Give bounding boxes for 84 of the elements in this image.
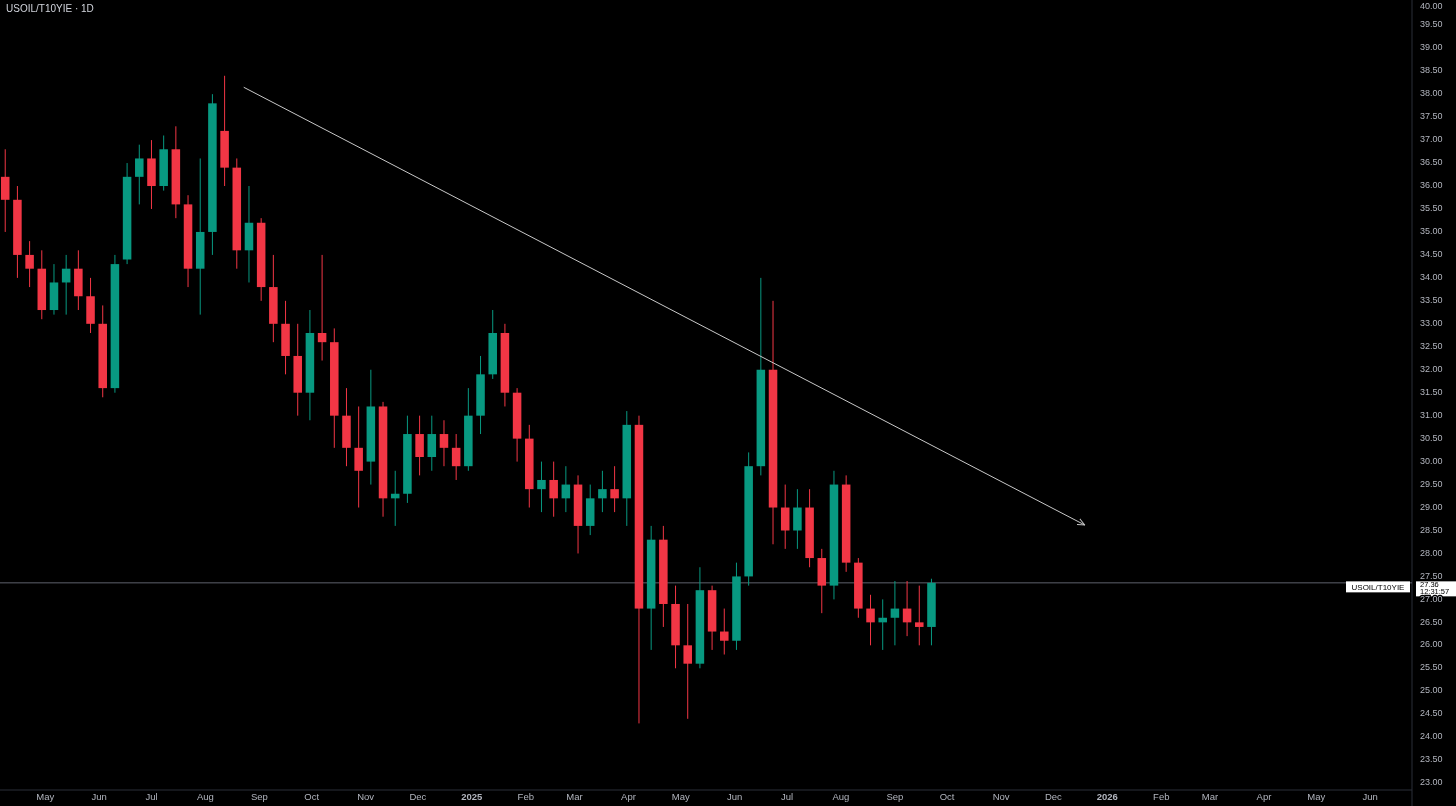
x-tick-label: Oct — [304, 791, 320, 802]
candlestick — [720, 608, 729, 656]
candlestick — [415, 415, 424, 476]
y-tick-label: 32.00 — [1420, 363, 1443, 374]
x-tick-label: May — [1307, 791, 1326, 802]
y-tick-label: 33.50 — [1420, 294, 1443, 305]
x-tick-label: Mar — [566, 791, 583, 802]
x-tick-label: Dec — [1044, 791, 1063, 802]
y-tick-label: 24.00 — [1420, 731, 1443, 742]
candlestick — [878, 598, 887, 651]
chart-title: USOIL/T10YIE · 1D — [6, 3, 94, 14]
x-tick-label: 2026 — [1096, 791, 1118, 802]
candlestick — [915, 585, 924, 646]
y-tick-label: 28.00 — [1420, 547, 1443, 558]
x-tick-label: Nov — [357, 791, 375, 802]
x-tick-label: Jun — [727, 791, 743, 802]
candlestick — [890, 580, 900, 646]
y-tick-label: 23.00 — [1420, 777, 1443, 788]
x-tick-label: Sep — [250, 791, 268, 802]
x-tick-label: Feb — [1153, 791, 1170, 802]
y-tick-label: 23.50 — [1420, 754, 1443, 765]
x-tick-label: Jun — [1362, 791, 1378, 802]
y-tick-label: 35.00 — [1420, 226, 1443, 237]
candlestick — [598, 470, 607, 513]
y-tick-label: 39.50 — [1420, 19, 1443, 30]
candlestick — [0, 148, 10, 233]
y-tick-label: 31.50 — [1420, 386, 1443, 397]
candlestick — [793, 488, 802, 550]
candlestick — [780, 484, 790, 550]
y-tick-label: 38.00 — [1420, 88, 1443, 99]
y-tick-label: 29.00 — [1420, 501, 1443, 512]
y-tick-label: 37.00 — [1420, 134, 1443, 145]
y-tick-label: 34.50 — [1420, 249, 1443, 260]
y-tick-label: 25.00 — [1420, 685, 1443, 696]
candlestick — [537, 461, 546, 513]
candlestick — [683, 603, 692, 720]
y-tick-label: 36.00 — [1420, 180, 1443, 191]
candlestick — [549, 461, 558, 518]
y-tick-label: 33.00 — [1420, 317, 1443, 328]
y-tick-label: 31.00 — [1420, 409, 1443, 420]
y-tick-label: 28.50 — [1420, 524, 1443, 535]
x-tick-label: Sep — [886, 791, 904, 802]
x-tick-label: Jun — [91, 791, 107, 802]
x-tick-label: Feb — [517, 791, 534, 802]
y-tick-label: 38.50 — [1420, 65, 1443, 76]
y-tick-label: 32.50 — [1420, 340, 1443, 351]
x-tick-label: Apr — [1256, 791, 1272, 802]
candlestick — [866, 594, 875, 646]
y-tick-label: 27.50 — [1420, 570, 1443, 581]
y-tick-label: 37.50 — [1420, 111, 1443, 122]
x-tick-label: Mar — [1201, 791, 1219, 802]
y-tick-label: 34.00 — [1420, 272, 1443, 283]
y-tick-label: 26.00 — [1420, 639, 1443, 650]
candlestick — [354, 405, 363, 509]
candlestick — [610, 465, 619, 513]
x-tick-label: Aug — [196, 791, 214, 802]
y-tick-label: 40.00 — [1420, 1, 1443, 12]
x-tick-label: Dec — [409, 791, 427, 802]
candlestick — [451, 433, 461, 481]
y-tick-label: 30.00 — [1420, 455, 1443, 466]
x-tick-label: Aug — [832, 791, 850, 802]
x-tick-label: Jul — [780, 791, 794, 802]
x-tick-label: May — [36, 791, 55, 802]
y-tick-label: 25.50 — [1420, 662, 1443, 673]
x-tick-label: Nov — [992, 791, 1010, 802]
ref-line-label: USOIL/T10YIE — [1351, 582, 1405, 592]
y-tick-label: 26.50 — [1420, 616, 1443, 627]
x-tick-label: Jul — [145, 791, 158, 802]
candlestick — [317, 254, 327, 362]
y-tick-label: 36.50 — [1420, 157, 1443, 168]
x-tick-label: Oct — [939, 791, 955, 802]
y-tick-label: 24.50 — [1420, 708, 1443, 719]
x-tick-label: May — [671, 791, 690, 802]
candlestick — [439, 419, 449, 467]
y-tick-label: 39.00 — [1420, 42, 1443, 53]
y-tick-label: 27.00 — [1420, 593, 1443, 604]
candlestick — [135, 144, 144, 205]
x-tick-label: Apr — [621, 791, 636, 802]
y-tick-label: 35.50 — [1420, 203, 1443, 214]
y-tick-label: 29.50 — [1420, 478, 1443, 489]
candlestick — [427, 415, 437, 472]
candlestick — [25, 240, 34, 288]
y-tick-label: 30.50 — [1420, 432, 1443, 443]
x-tick-label: 2025 — [461, 791, 484, 802]
